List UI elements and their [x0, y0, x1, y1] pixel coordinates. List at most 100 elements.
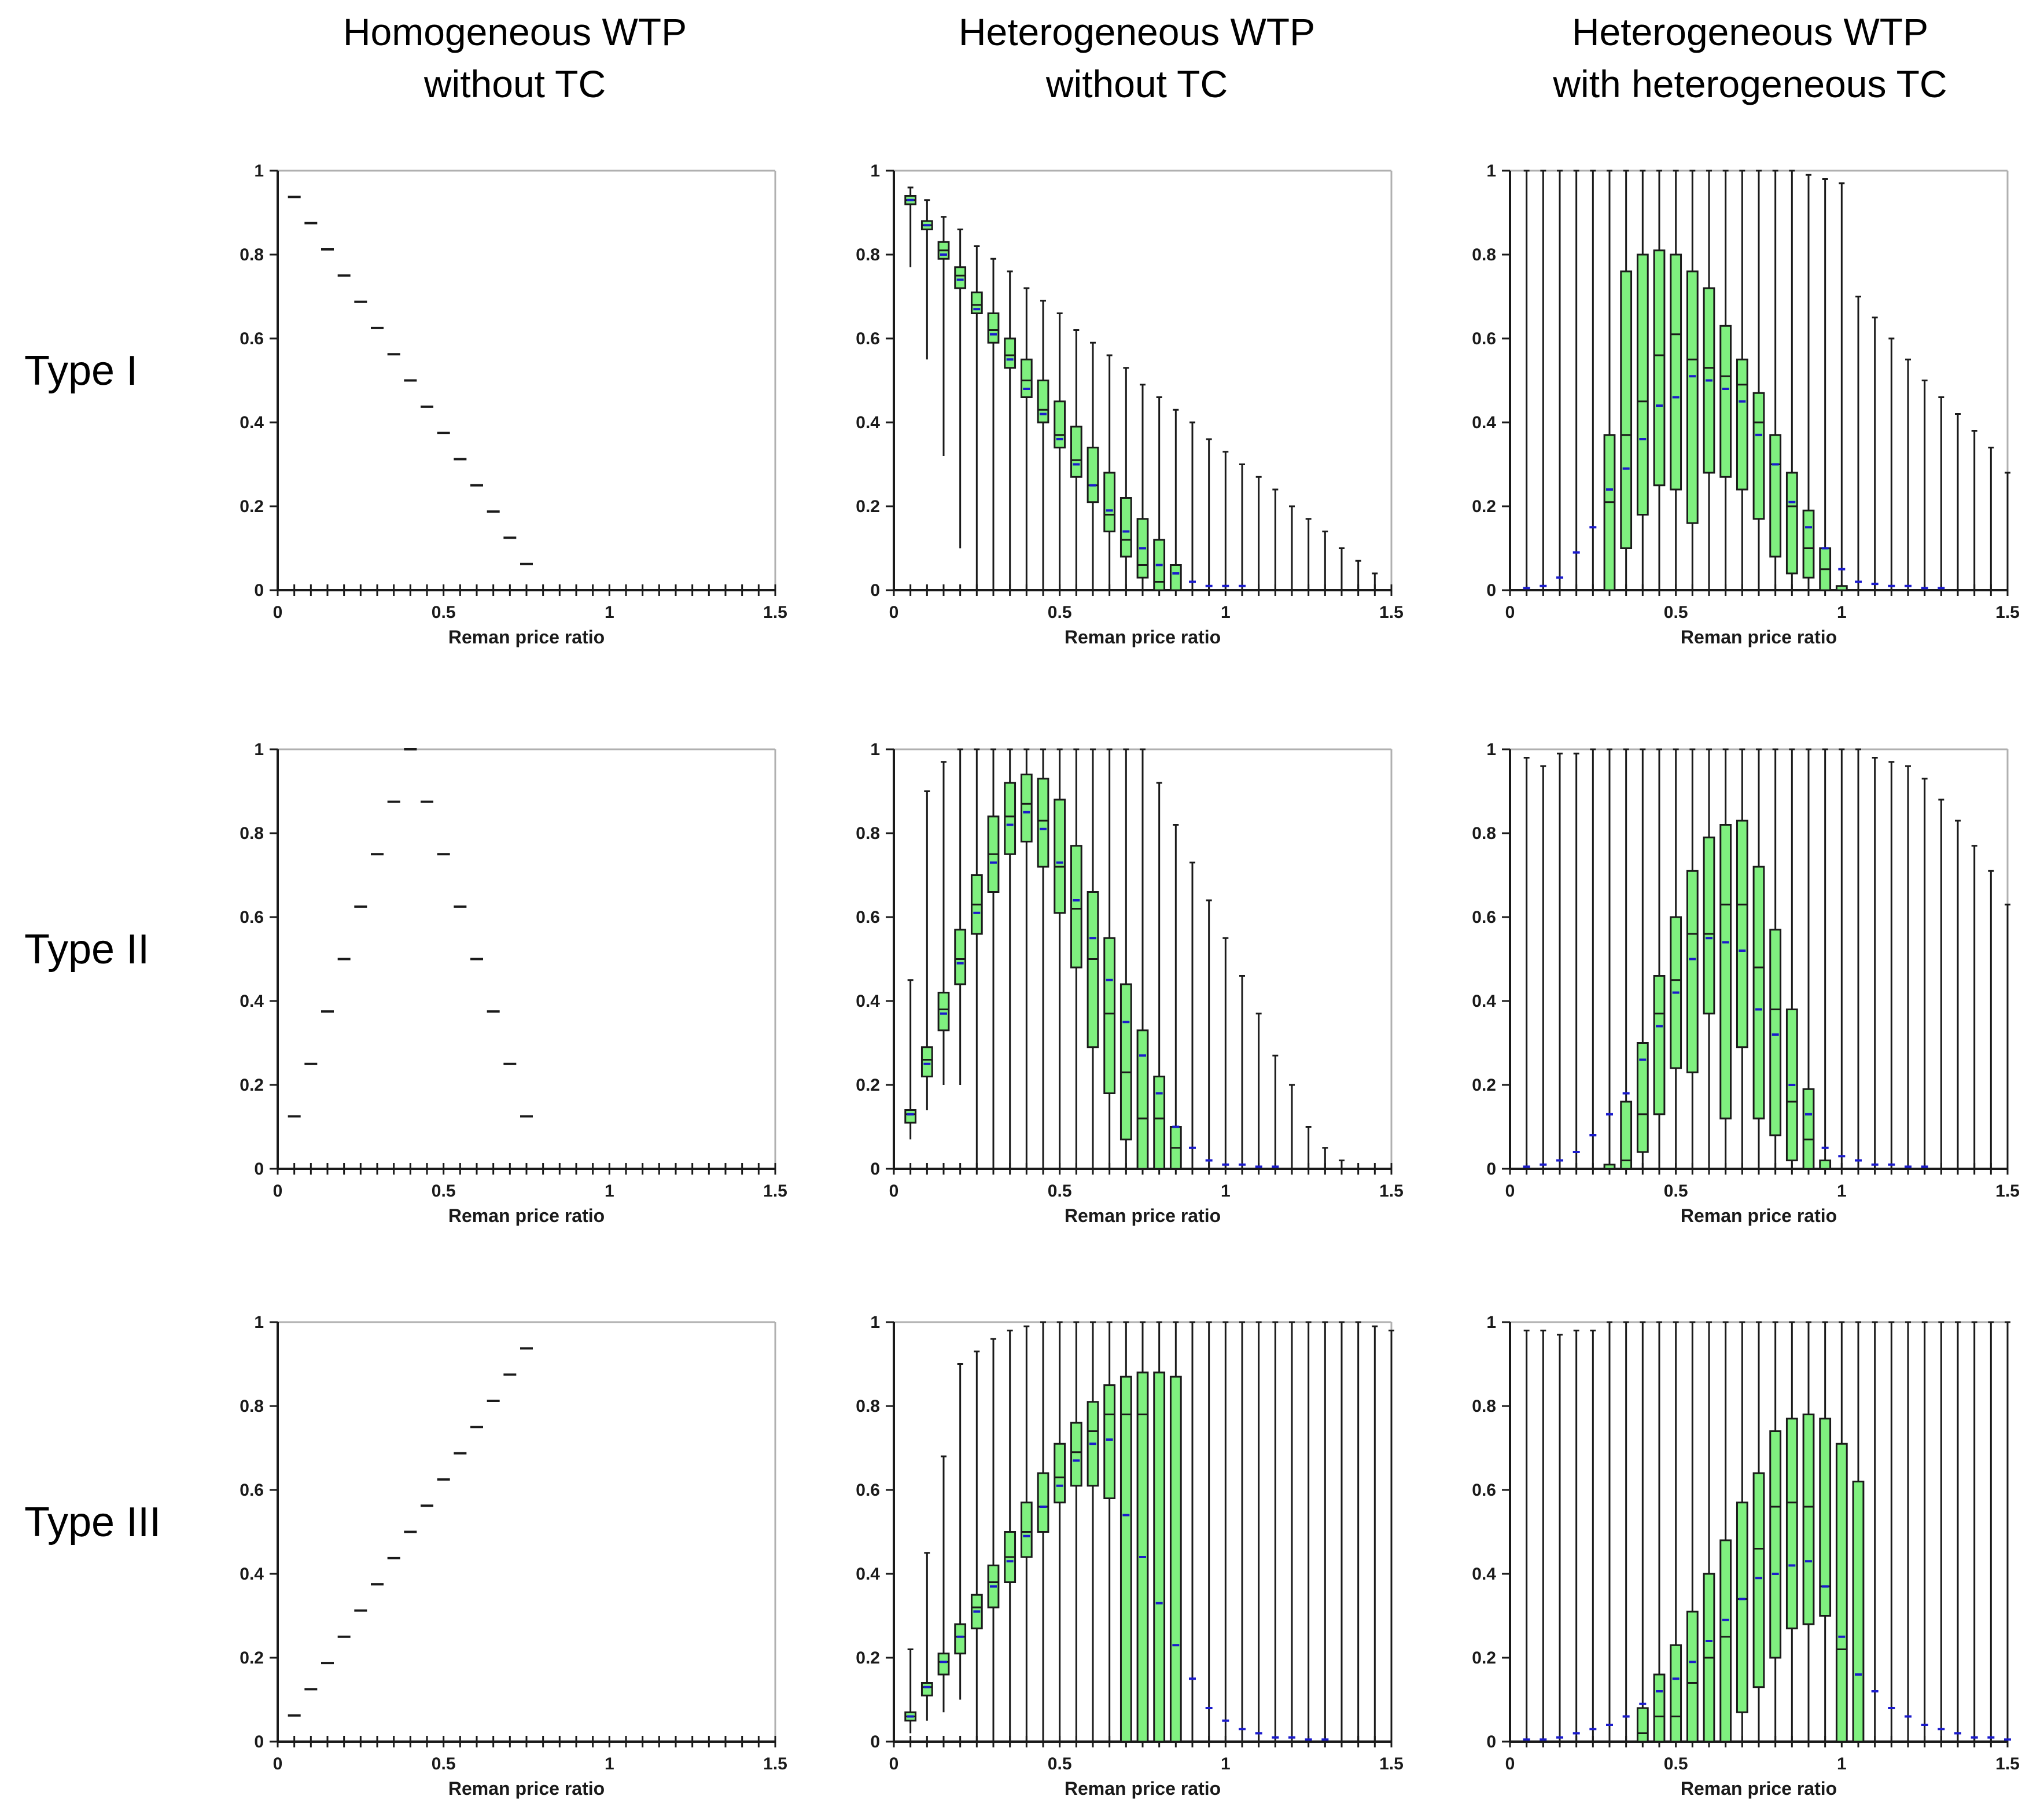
row-label-type-3: Type III: [24, 1499, 161, 1545]
column-title-1: Homogeneous WTP without TC: [255, 6, 775, 110]
y-tick-label: 0.8: [1472, 245, 1496, 264]
y-tick-label: 0: [870, 581, 880, 600]
box: [1835, 1442, 1848, 1743]
y-tick-label: 0.4: [1472, 413, 1496, 432]
column-title-3-line2: with heterogeneous TC: [1553, 62, 1947, 105]
y-tick-label: 0.2: [1472, 1648, 1496, 1668]
box: [1103, 937, 1116, 1094]
y-tick-label: 0.6: [1472, 329, 1496, 348]
box: [1686, 1610, 1699, 1743]
box: [1636, 253, 1649, 516]
x-tick-label: 0.5: [1048, 1182, 1072, 1201]
chart-panel-p11: 0 0.2 0.4 0.6 0.8 1 0 0.5 1 1.5 Reman price ratio: [240, 161, 787, 647]
box: [954, 1623, 967, 1655]
box: [1719, 824, 1732, 1120]
x-tick-label: 1: [1837, 1182, 1847, 1201]
y-tick-label: 0.6: [856, 1481, 880, 1500]
box: [1119, 983, 1132, 1140]
x-tick-label: 0.5: [432, 1754, 456, 1773]
y-tick-label: 0.8: [240, 245, 264, 264]
box: [937, 992, 950, 1032]
x-tick-label: 0: [889, 603, 899, 622]
y-tick-label: 0.2: [856, 1076, 880, 1095]
box: [1620, 270, 1633, 549]
box: [920, 1046, 933, 1077]
box: [1119, 497, 1132, 558]
box: [1769, 434, 1782, 558]
box: [1785, 472, 1798, 575]
box: [1004, 782, 1017, 855]
box: [1037, 778, 1049, 868]
column-title-2-line1: Heterogeneous WTP: [958, 10, 1316, 53]
chart-panel-p31: 0 0.2 0.4 0.6 0.8 1 0 0.5 1 1.5 Reman price ratio: [240, 1313, 787, 1799]
box: [1103, 1384, 1116, 1499]
box: [1020, 358, 1033, 398]
y-tick-label: 1: [1486, 161, 1496, 181]
x-axis-label: Reman price ratio: [1681, 627, 1837, 647]
x-tick-label: 0.5: [1048, 603, 1072, 622]
box: [1802, 1414, 1815, 1625]
box: [954, 266, 967, 289]
column-title-1-line1: Homogeneous WTP: [342, 10, 687, 53]
y-tick-label: 1: [254, 161, 264, 181]
y-tick-label: 0.2: [1472, 1076, 1496, 1095]
y-tick-label: 0.6: [1472, 1481, 1496, 1500]
box: [1020, 1501, 1033, 1558]
y-tick-label: 1: [1486, 1313, 1496, 1332]
y-tick-label: 0: [1486, 1732, 1496, 1751]
box: [1153, 1371, 1166, 1743]
box: [954, 929, 967, 985]
box: [1686, 270, 1699, 524]
box: [1752, 1472, 1765, 1688]
x-tick-label: 1.5: [763, 1754, 787, 1773]
x-tick-label: 1: [605, 1182, 614, 1201]
box: [920, 1682, 933, 1696]
y-tick-label: 0.8: [240, 1397, 264, 1416]
box: [1087, 447, 1099, 503]
box: [1736, 819, 1748, 1048]
y-tick-label: 0.4: [856, 413, 880, 432]
x-tick-label: 0: [273, 1754, 283, 1773]
box: [1852, 1481, 1865, 1743]
y-tick-label: 0.6: [856, 908, 880, 927]
box: [1603, 1164, 1616, 1170]
box: [1620, 1101, 1633, 1170]
box: [904, 1109, 917, 1124]
x-tick-label: 1: [1221, 603, 1231, 622]
box: [1736, 1501, 1748, 1713]
box: [1653, 1673, 1666, 1743]
x-tick-label: 0: [273, 603, 283, 622]
box: [1719, 325, 1732, 478]
y-tick-label: 0.6: [240, 908, 264, 927]
row-label-type-2: Type II: [24, 926, 150, 973]
x-tick-label: 0: [1505, 603, 1515, 622]
y-tick-label: 0.2: [856, 1648, 880, 1668]
box: [1020, 774, 1033, 842]
box: [1070, 425, 1082, 478]
box: [1636, 1707, 1649, 1743]
x-tick-label: 0: [1505, 1182, 1515, 1201]
x-tick-label: 1.5: [1379, 603, 1404, 622]
box: [1769, 1430, 1782, 1659]
box: [1703, 836, 1715, 1015]
box: [1719, 1539, 1732, 1743]
box: [1802, 509, 1815, 579]
y-tick-label: 0.4: [240, 1565, 264, 1584]
y-tick-label: 0.8: [856, 824, 880, 843]
chart-panel-p12: 0 0.2 0.4 0.6 0.8 1 0 0.5 1 1.5 Reman price ratio: [856, 161, 1404, 647]
x-tick-label: 1.5: [1995, 1754, 2020, 1773]
column-title-2-line2: without TC: [1045, 62, 1228, 105]
x-tick-label: 0: [889, 1754, 899, 1773]
x-tick-label: 1.5: [763, 603, 787, 622]
x-tick-label: 1: [1837, 1754, 1847, 1773]
y-tick-label: 0: [870, 1160, 880, 1179]
y-tick-label: 0.6: [240, 329, 264, 348]
box: [1670, 1644, 1682, 1743]
y-tick-label: 0: [1486, 1160, 1496, 1179]
box: [1070, 1422, 1082, 1487]
y-tick-label: 0.6: [856, 329, 880, 348]
box: [1802, 1088, 1815, 1170]
box: [1819, 1418, 1832, 1617]
x-tick-label: 0.5: [1048, 1754, 1072, 1773]
